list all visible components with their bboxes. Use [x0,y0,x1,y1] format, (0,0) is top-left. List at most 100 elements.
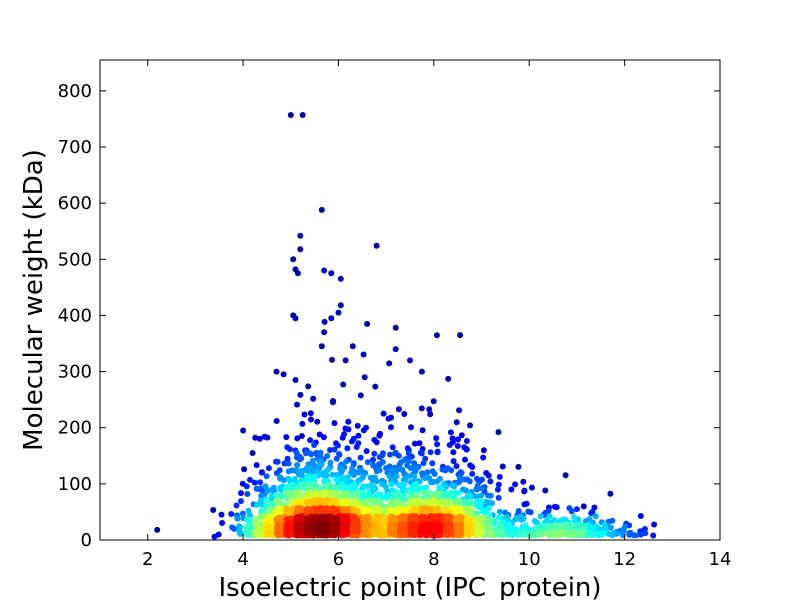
scatter-point [385,415,392,422]
scatter-point [298,433,305,439]
scatter-point [458,469,465,476]
scatter-point [341,431,348,438]
scatter-point [522,522,529,529]
scatter-point [336,451,342,457]
scatter-point [360,473,367,480]
scatter-point [405,458,412,465]
scatter-point [531,525,538,532]
scatter-point [467,422,473,429]
scatter-point [333,455,340,462]
scatter-point [349,492,356,499]
scatter-point [331,420,338,427]
scatter-point [528,484,535,491]
scatter-point [531,531,538,538]
scatter-point [344,445,351,452]
scatter-point [253,516,260,523]
scatter-point [495,494,502,501]
scatter-point [370,487,377,494]
scatter-point [419,427,426,434]
scatter-point [570,532,577,539]
scatter-point [483,470,490,476]
x-tick-label: 8 [428,549,439,570]
scatter-point [388,513,395,520]
scatter-point [310,395,317,402]
scatter-point [397,522,404,529]
y-tick-label: 700 [58,137,92,158]
scatter-point [489,532,496,539]
scatter-point [258,469,265,476]
scatter-point [523,500,530,507]
scatter-point [354,422,361,429]
x-tick-label: 12 [613,549,636,570]
scatter-point [351,483,358,490]
scatter-point [211,533,218,540]
scatter-point [243,483,250,490]
scatter-point [487,492,494,499]
scatter-point [277,521,284,528]
scatter-point [364,320,371,327]
scatter-point [273,458,279,465]
scatter-point [436,485,443,492]
scatter-point [412,491,419,498]
scatter-point [331,446,338,453]
scatter-point [304,518,310,524]
scatter-point [353,490,360,497]
scatter-point [247,476,253,483]
scatter-point [305,523,311,530]
scatter-point [284,444,291,451]
scatter-point [401,411,408,417]
scatter-point [499,532,506,539]
scatter-point [505,521,512,528]
scatter-point [327,447,333,453]
scatter-point [417,524,424,531]
scatter-point [610,530,617,537]
scatter-point [318,459,324,465]
scatter-point [343,458,350,465]
scatter-point [329,356,335,363]
scatter-point [273,418,280,424]
scatter-point [427,498,434,505]
scatter-point [299,513,306,520]
scatter-point [364,459,371,466]
scatter-point [637,513,644,519]
scatter-point [357,454,364,461]
scatter-point [318,343,325,350]
scatter-point [330,399,336,406]
scatter-point [361,483,367,490]
scatter-point [458,476,465,483]
scatter-point [542,529,549,536]
scatter-point [321,329,328,336]
scatter-point [447,429,454,436]
scatter-point [154,526,161,533]
scatter-point [273,368,280,375]
scatter-point [473,475,480,482]
scatter-point [478,492,485,499]
scatter-point [632,532,639,539]
scatter-point [342,425,349,432]
scatter-point [273,498,280,505]
scatter-point [333,472,340,478]
scatter-point [321,267,328,274]
scatter-point [407,523,414,530]
scatter-point [480,447,487,454]
scatter-point [469,470,476,477]
scatter-point [310,474,317,481]
scatter-point [237,529,244,536]
scatter-point [283,434,290,441]
scatter-point [354,528,361,534]
scatter-point [376,454,383,461]
scatter-point [467,462,474,469]
scatter-point [334,515,341,522]
scatter-point [293,450,300,456]
scatter-points [154,112,658,540]
scatter-point [407,498,414,505]
scatter-point [473,499,480,506]
scatter-point [275,531,282,538]
scatter-point [236,524,243,531]
scatter-point [426,406,433,413]
scatter-point [257,530,264,537]
scatter-point [494,486,501,493]
scatter-point [430,398,437,405]
y-tick-label: 200 [58,418,92,439]
scatter-point [433,332,440,339]
